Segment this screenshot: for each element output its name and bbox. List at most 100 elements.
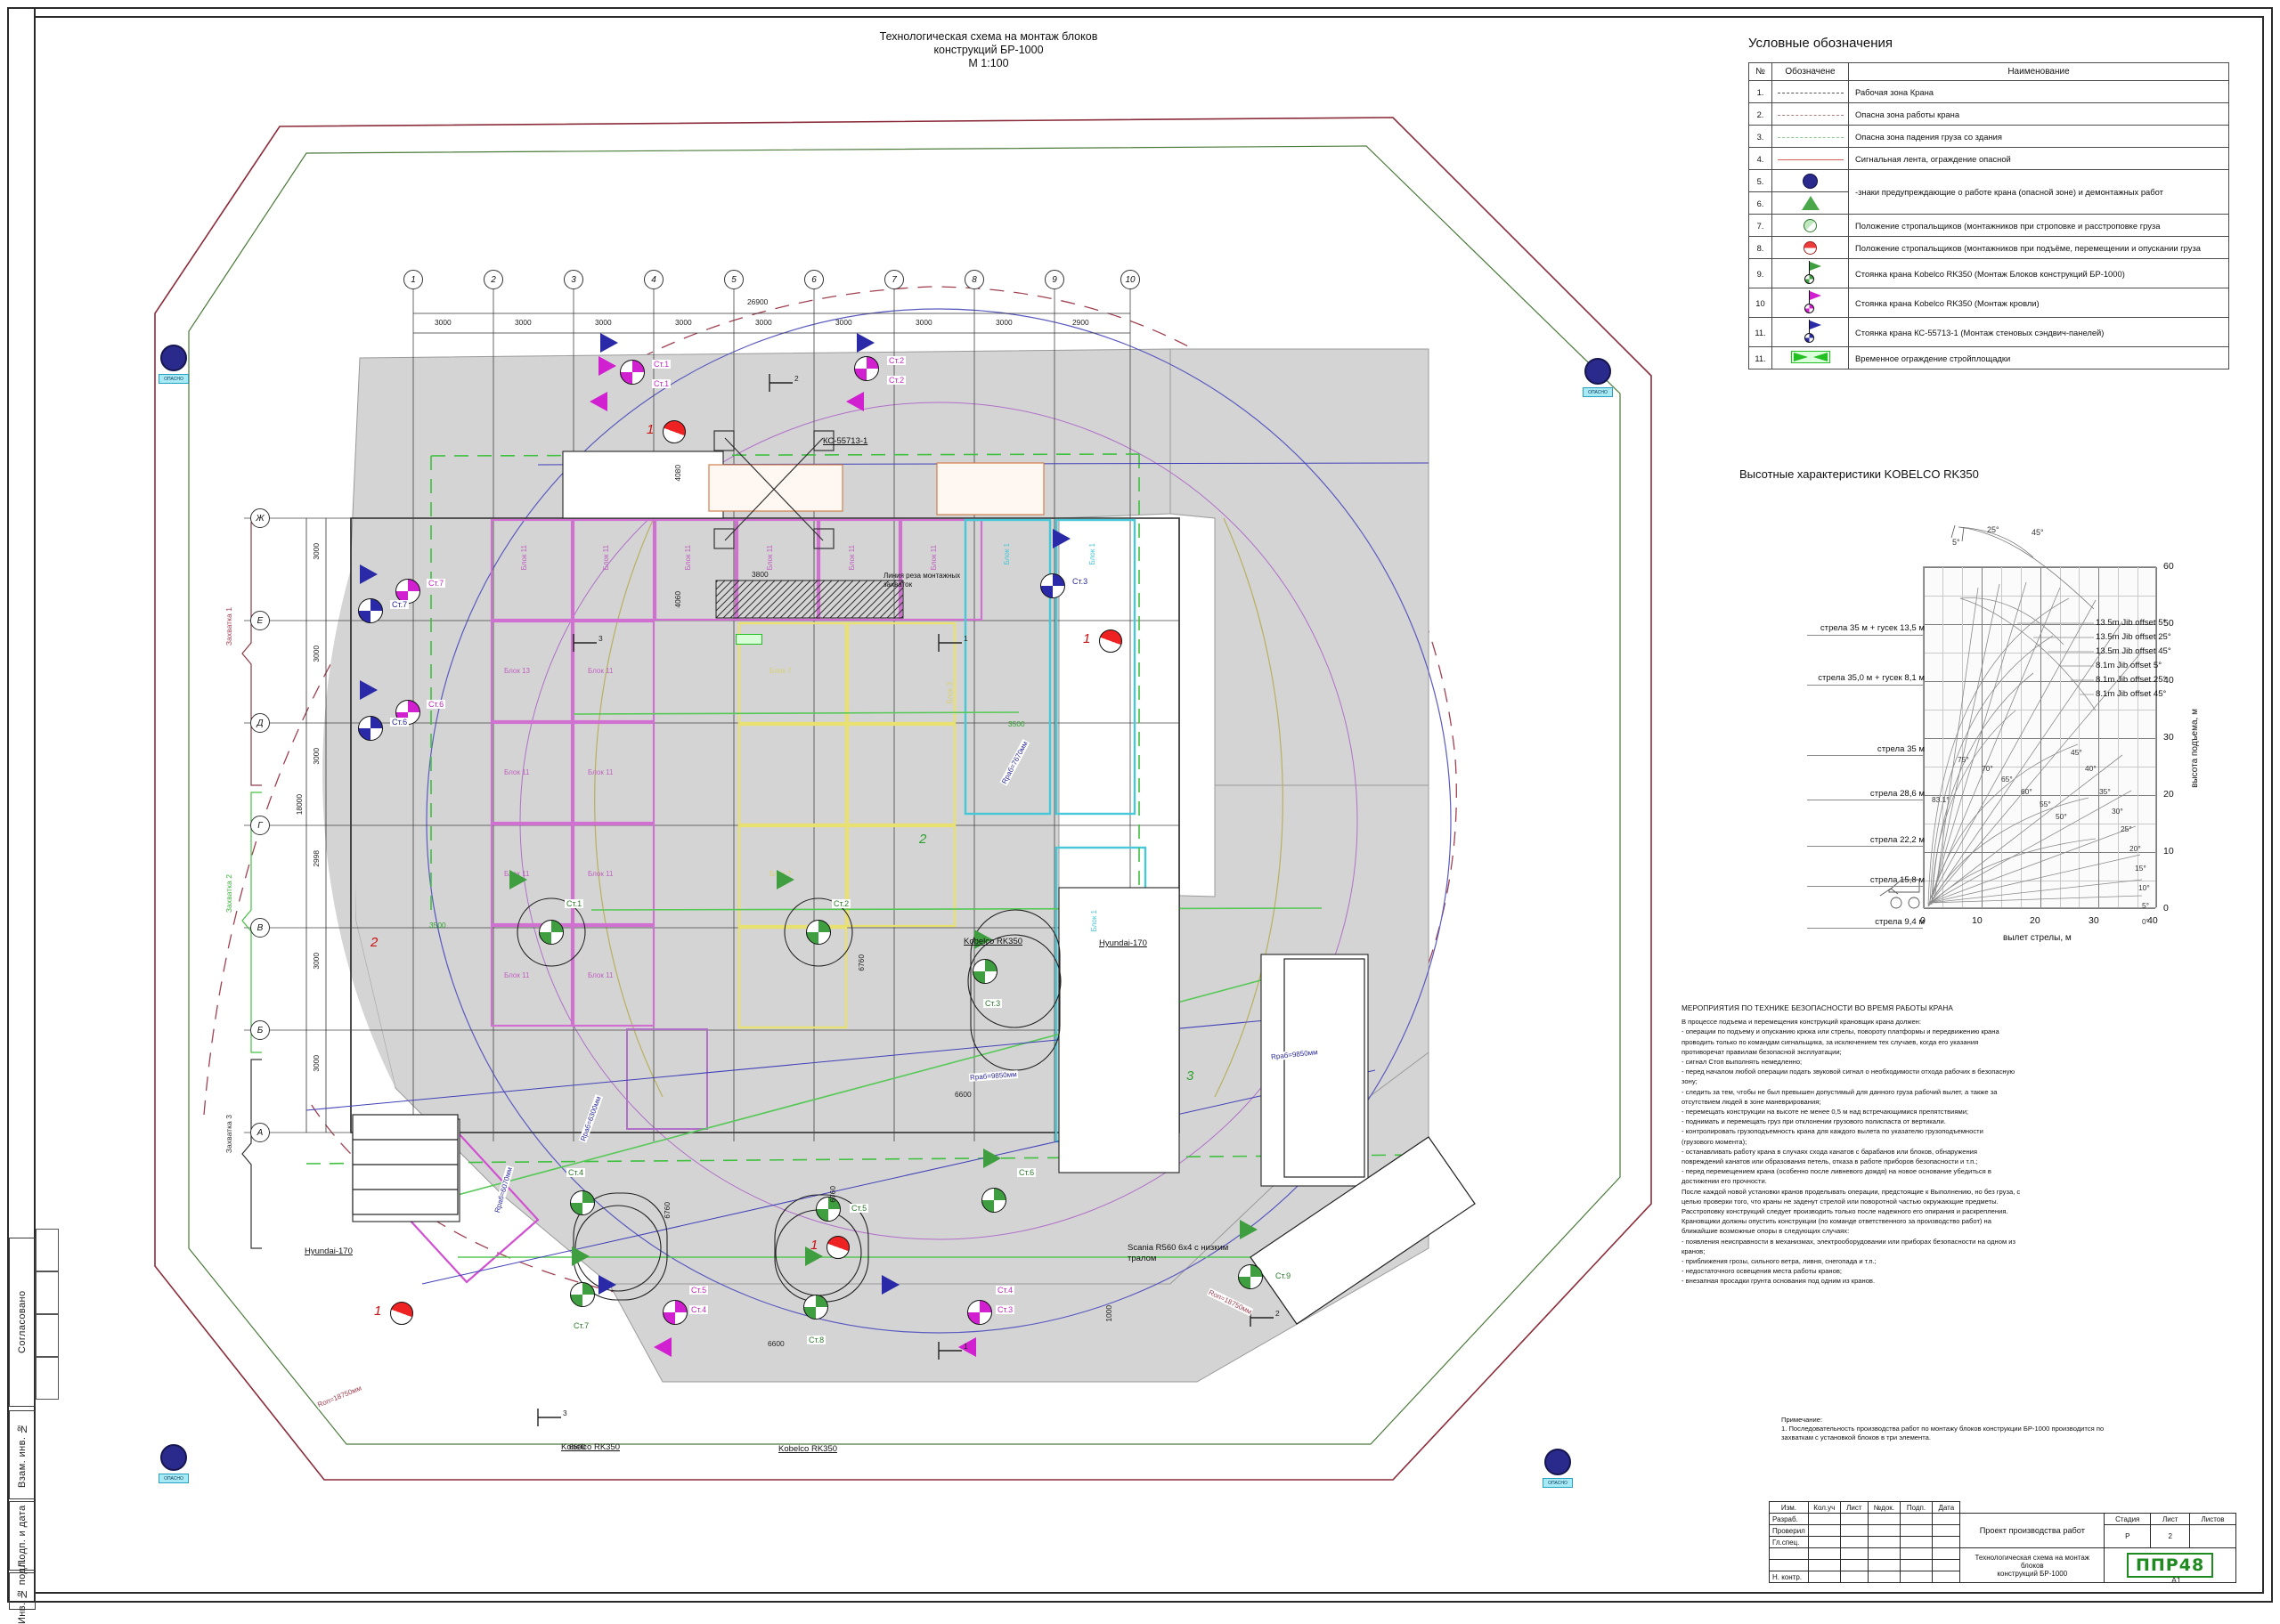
legend-num: 7.	[1748, 214, 1772, 237]
offset-angle-45: 45°	[2032, 528, 2044, 537]
tb-cell	[1899, 1513, 1934, 1525]
crane-warning-sign	[1584, 358, 1611, 385]
col-dim-8: 3000	[996, 318, 1013, 327]
slinger-red-marker	[663, 420, 686, 443]
th-ndok: №док.	[1867, 1501, 1901, 1514]
stamp-grid-cell	[36, 1314, 59, 1357]
station-label-1: Ст.1	[565, 899, 584, 908]
legend-row: 4. Сигнальная лента, ограждение опасной	[1748, 147, 2229, 170]
project-name: Проект производства работ	[1959, 1513, 2105, 1548]
legend-row: 8. Положение стропальщиков (монтажников …	[1748, 236, 2229, 259]
direction-arrow-green	[777, 870, 794, 889]
station-label-3-panel: Ст.3	[1071, 577, 1090, 586]
legend-num: 4.	[1748, 147, 1772, 170]
section-mark-2: 2	[794, 374, 799, 383]
panel-crane-station-marker	[1040, 573, 1065, 598]
note-line: захваткам с установкой блоков в три элем…	[1781, 1433, 1931, 1442]
safety-line: После каждой новой установки кранов прод…	[1682, 1187, 2021, 1196]
legend-row: 7. Положение стропальщиков (монтажников …	[1748, 214, 2229, 237]
legend-name: -знаки предупреждающие о работе крана (о…	[1848, 169, 2229, 215]
jib-label-135-5: 13.5m Jib offset 5°	[2096, 618, 2167, 628]
tb-cell	[1839, 1513, 1869, 1525]
roof-crane-station-marker	[967, 1300, 992, 1325]
site-plan-drawing: 1 2 3 4 5 6 7 8 9 10 3000 3000 3000 3000…	[39, 20, 1727, 1587]
grid-axis-5: 5	[724, 270, 744, 289]
tb-cell	[1899, 1524, 1934, 1537]
grid-axis-d: Д	[250, 713, 270, 733]
roof-crane-station-marker	[854, 356, 879, 381]
th-data: Дата	[1932, 1501, 1961, 1514]
legend-row: 9. Стоянка крана Kobelco RK350 (Монтаж Б…	[1748, 258, 2229, 288]
y-tick-50: 50	[2163, 618, 2174, 629]
safety-line: кранов;	[1682, 1246, 1706, 1255]
legend-row: 11. Временное ограждение стройплощадки	[1748, 346, 2229, 369]
stamp-soglasovano: Согласовано	[9, 1238, 36, 1407]
slinger-count: 1	[647, 422, 655, 437]
block-label-3: Блок 3	[946, 682, 954, 704]
safety-line: целью проверки того, что краны не задену…	[1682, 1197, 1999, 1206]
title-block-row: Н. контр.	[1769, 1571, 2236, 1583]
direction-arrow-green	[1240, 1220, 1258, 1239]
grid-axis-3: 3	[564, 270, 583, 289]
safety-line: (грузового момента);	[1682, 1137, 1747, 1146]
section-mark-3: 3	[598, 634, 603, 643]
station-label-7-roof: Ст.7	[427, 579, 446, 588]
station-label-8: Ст.8	[807, 1336, 826, 1344]
safety-line: повреждений канатов или образования пете…	[1682, 1157, 1978, 1166]
slinger-count-green: 3	[1186, 1068, 1194, 1084]
boom-angle-15: 15°	[2135, 864, 2146, 873]
grid-axis-e: Е	[250, 611, 270, 630]
block-label-1: Блок 1	[1090, 910, 1098, 932]
tb-cell	[1807, 1513, 1841, 1525]
sheet-format: A1	[2171, 1576, 2182, 1585]
x-tick-10: 10	[1972, 915, 1983, 926]
block-label: Блок 11	[602, 545, 610, 571]
note-heading: Примечание:	[1781, 1416, 1823, 1424]
x-tick-30: 30	[2089, 915, 2099, 926]
machine-label-kobelco: Kobelco RK350	[964, 937, 1023, 946]
title-block-row	[1769, 1559, 2236, 1571]
legend-name: Стоянка крана КС-55713-1 (Монтаж стеновы…	[1848, 317, 2229, 347]
direction-arrow-magenta	[654, 1337, 672, 1357]
legend-num: 2.	[1748, 102, 1772, 126]
panel-crane-station-marker	[358, 716, 383, 741]
tb-cell	[1839, 1536, 1869, 1548]
role-empty2	[1769, 1559, 1809, 1571]
tb-cell	[1807, 1524, 1841, 1537]
legend-col-num: №	[1748, 62, 1772, 81]
station-label-7: Ст.7	[572, 1321, 591, 1330]
station-label-7-panel: Ст.7	[390, 600, 410, 609]
grid-axis-g: Г	[250, 816, 270, 835]
direction-arrow-magenta	[598, 356, 616, 376]
boom-angle-65: 65°	[2001, 775, 2013, 784]
y-tick-20: 20	[2163, 789, 2174, 800]
boom-label-94: стрела 9,4 м	[1875, 917, 1925, 927]
legend-num: 3.	[1748, 125, 1772, 148]
roof-crane-station-marker	[395, 579, 420, 604]
block-label: Блок 11	[588, 971, 614, 979]
slinger-count: 2	[370, 935, 379, 950]
boom-angle-45: 45°	[2071, 748, 2082, 757]
tb-cell	[1867, 1513, 1901, 1525]
direction-arrow-blue	[1053, 529, 1071, 548]
col-dim-7: 3000	[916, 318, 932, 327]
legend-row: 5. -знаки предупреждающие о работе крана…	[1748, 169, 2229, 215]
plan-vector-layer	[154, 117, 1652, 1481]
tb-cell	[1932, 1547, 1961, 1560]
tb-cell	[1867, 1571, 1901, 1583]
note-line: 1. Последовательность производства работ…	[1781, 1425, 2105, 1433]
col-dim-2: 3000	[515, 318, 532, 327]
direction-arrow-green	[974, 930, 992, 949]
slinger-red-circle-icon	[1771, 236, 1849, 259]
boom-angle-20: 20°	[2129, 844, 2141, 853]
dim-6760: 6760	[857, 954, 866, 971]
sign-plate: ОПАСНО	[1543, 1478, 1573, 1488]
station-label-5-roof: Ст.5	[689, 1286, 709, 1295]
station-label-6-roof: Ст.6	[427, 700, 446, 709]
grid-axis-zh: Ж	[250, 508, 270, 528]
legend-name: Временное ограждение стройплощадки	[1848, 346, 2229, 369]
row-dim-4: 2998	[312, 850, 321, 867]
legend-header-row: № Обозначене Наименование	[1748, 62, 2229, 81]
y-tick-10: 10	[2163, 846, 2174, 857]
safety-heading: МЕРОПРИЯТИЯ ПО ТЕХНИКЕ БЕЗОПАСНОСТИ ВО В…	[1682, 1004, 1953, 1012]
